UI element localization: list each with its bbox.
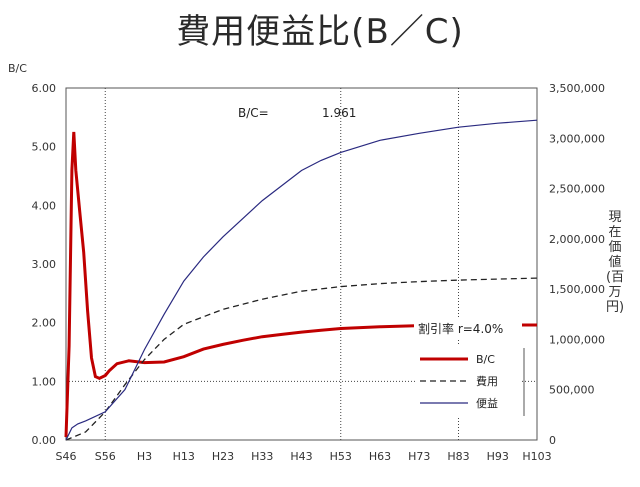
left-tick-label: 6.00: [32, 82, 57, 95]
series-line-benefit: [65, 119, 538, 441]
x-tick-label: H3: [137, 450, 152, 463]
right-tick-label: 2,500,000: [549, 183, 605, 196]
left-tick-label: 1.00: [32, 375, 57, 388]
chart-title: 費用便益比(B／C): [176, 12, 464, 52]
x-tick-label: H13: [173, 450, 195, 463]
x-tick-label: H73: [408, 450, 430, 463]
right-tick-label: 2,000,000: [549, 233, 605, 246]
x-tick-label: S46: [56, 450, 77, 463]
discount-rate-annotation: 割引率 r=4.0%: [418, 321, 503, 336]
right-tick-label: 0: [549, 434, 556, 447]
left-tick-label: 5.00: [32, 141, 57, 154]
rate-annotation-bg: [414, 318, 522, 338]
bc-annotation-value: 1.961: [322, 106, 356, 120]
x-tick-label: H43: [290, 450, 312, 463]
right-tick-label: 1,000,000: [549, 333, 605, 346]
right-tick-label: 3,000,000: [549, 132, 605, 145]
left-tick-label: 2.00: [32, 317, 57, 330]
x-tick-label: H103: [522, 450, 551, 463]
right-axis-title: 現在価値(百万円): [606, 210, 625, 315]
x-tick-label: H53: [330, 450, 352, 463]
left-tick-label: 4.00: [32, 199, 57, 212]
x-tick-label: S56: [95, 450, 116, 463]
left-tick-label: 0.00: [32, 434, 57, 447]
x-tick-label: H83: [447, 450, 469, 463]
legend-label: 費用: [476, 374, 498, 388]
left-axis-label: B/C: [8, 62, 27, 75]
bc-annotation-label: B/C=: [238, 106, 269, 120]
legend-label: 便益: [476, 396, 498, 410]
right-tick-label: 1,500,000: [549, 283, 605, 296]
x-tick-label: H93: [487, 450, 509, 463]
legend-label: B/C: [476, 353, 495, 366]
plot-frame: [65, 87, 538, 441]
x-tick-label: H63: [369, 450, 391, 463]
x-tick-label: H23: [212, 450, 234, 463]
x-tick-label: H33: [251, 450, 273, 463]
series-line-bc: [64, 131, 537, 438]
right-tick-label: 3,500,000: [549, 82, 605, 95]
right-tick-label: 500,000: [549, 384, 595, 397]
left-tick-label: 3.00: [32, 258, 57, 271]
